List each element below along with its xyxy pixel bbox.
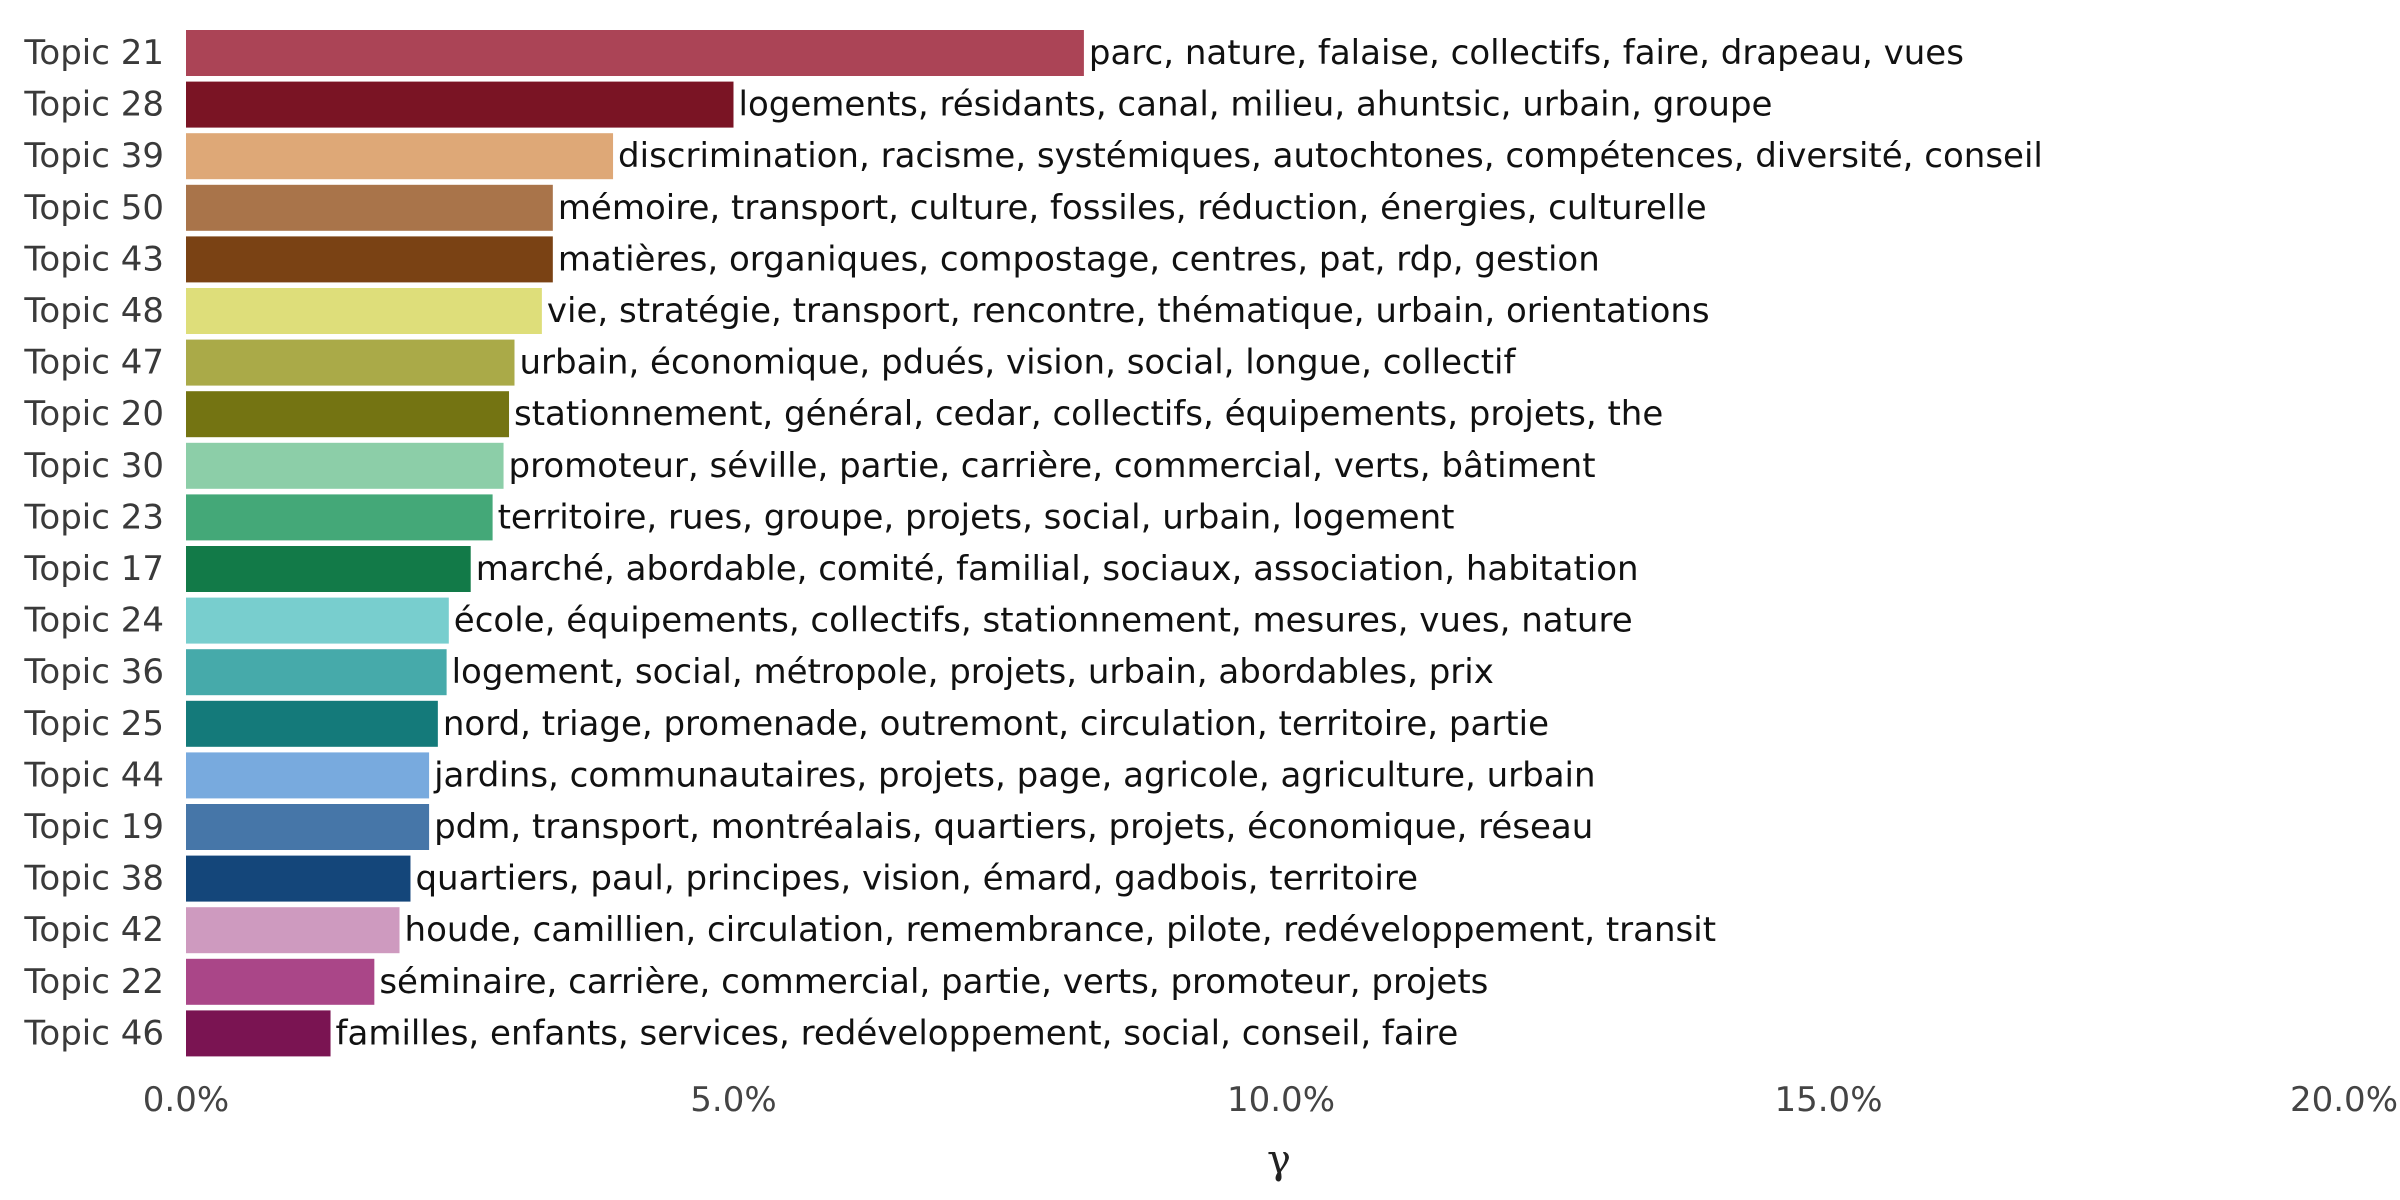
term-label: promoteur, séville, partie, carrière, co… [509, 446, 1596, 486]
category-label: Topic 22 [23, 962, 164, 1002]
term-label: nord, triage, promenade, outremont, circ… [443, 704, 1549, 744]
bar-topic-28 [186, 81, 734, 128]
term-label: familles, enfants, services, redéveloppe… [336, 1013, 1459, 1053]
bar-topic-47 [186, 339, 515, 386]
term-label: mémoire, transport, culture, fossiles, r… [558, 188, 1707, 228]
category-label: Topic 39 [23, 136, 164, 176]
x-tick-label: 20.0% [2290, 1080, 2398, 1120]
term-label: houde, camillien, circulation, remembran… [405, 910, 1717, 950]
bar-topic-19 [186, 804, 430, 850]
bar-topic-25 [186, 700, 438, 747]
bar-topic-42 [186, 907, 400, 954]
x-tick-label: 0.0% [143, 1080, 229, 1120]
term-label: discrimination, racisme, systémiques, au… [618, 136, 2043, 176]
term-label: logement, social, métropole, projets, ur… [452, 652, 1494, 692]
term-label: marché, abordable, comité, familial, soc… [476, 549, 1639, 589]
category-label: Topic 46 [23, 1013, 164, 1053]
term-label: pdm, transport, montréalais, quartiers, … [434, 807, 1593, 847]
category-label: Topic 36 [23, 652, 164, 692]
category-label: Topic 17 [23, 549, 164, 589]
bar-topic-24 [186, 597, 449, 644]
term-label: jardins, communautaires, projets, page, … [433, 755, 1595, 795]
category-label: Topic 24 [23, 601, 164, 641]
bar-topic-20 [186, 391, 510, 438]
bar-topic-44 [186, 752, 430, 799]
term-label: logements, résidants, canal, milieu, ahu… [739, 85, 1773, 125]
x-tick-label: 15.0% [1774, 1080, 1882, 1120]
term-label: territoire, rues, groupe, projets, socia… [498, 497, 1455, 537]
term-label: stationnement, général, cedar, collectif… [514, 394, 1663, 434]
bar-topic-23 [186, 494, 493, 541]
category-label: Topic 19 [23, 807, 164, 847]
category-labels-group: Topic 21 Topic 28 Topic 39 Topic 50 Topic 43… [23, 33, 164, 1053]
category-label: Topic 43 [23, 239, 164, 279]
bar-topic-22 [186, 958, 375, 1005]
bar-topic-30 [186, 442, 504, 489]
bar-topic-36 [186, 649, 447, 696]
term-label: école, équipements, collectifs, stationn… [454, 601, 1633, 641]
category-label: Topic 20 [23, 394, 164, 434]
term-label: quartiers, paul, principes, vision, émar… [415, 859, 1418, 899]
category-label: Topic 23 [23, 497, 164, 537]
bar-topic-38 [186, 855, 411, 902]
term-labels-group: parc, nature, falaise, collectifs, faire… [336, 33, 2043, 1053]
category-label: Topic 21 [23, 33, 164, 73]
category-label: Topic 30 [23, 446, 164, 486]
term-label: vie, stratégie, transport, rencontre, th… [547, 291, 1710, 331]
bar-topic-46 [186, 1010, 331, 1057]
bar-topic-21 [186, 30, 1084, 76]
category-label: Topic 44 [23, 755, 164, 795]
bar-topic-43 [186, 236, 553, 283]
term-label: parc, nature, falaise, collectifs, faire… [1089, 33, 1964, 73]
category-label: Topic 48 [23, 291, 164, 331]
bar-topic-48 [186, 288, 542, 334]
x-axis-ticks-group: 0.0% 5.0% 10.0% 15.0% 20.0% [143, 1080, 2398, 1120]
term-label: matières, organiques, compostage, centre… [558, 239, 1600, 279]
category-label: Topic 25 [23, 704, 164, 744]
category-label: Topic 28 [23, 85, 164, 125]
bar-topic-17 [186, 546, 471, 592]
term-label: séminaire, carrière, commercial, partie,… [379, 962, 1488, 1002]
term-label: urbain, économique, pdués, vision, socia… [520, 343, 1517, 383]
category-label: Topic 42 [23, 910, 164, 950]
x-tick-label: 10.0% [1227, 1080, 1335, 1120]
category-label: Topic 47 [23, 343, 164, 383]
bar-topic-39 [186, 133, 614, 180]
x-axis-title: γ [1267, 1137, 1291, 1183]
x-tick-label: 5.0% [690, 1080, 776, 1120]
bar-topic-50 [186, 184, 553, 231]
category-label: Topic 38 [23, 859, 164, 899]
category-label: Topic 50 [23, 188, 164, 228]
bars-group [186, 30, 1084, 1057]
